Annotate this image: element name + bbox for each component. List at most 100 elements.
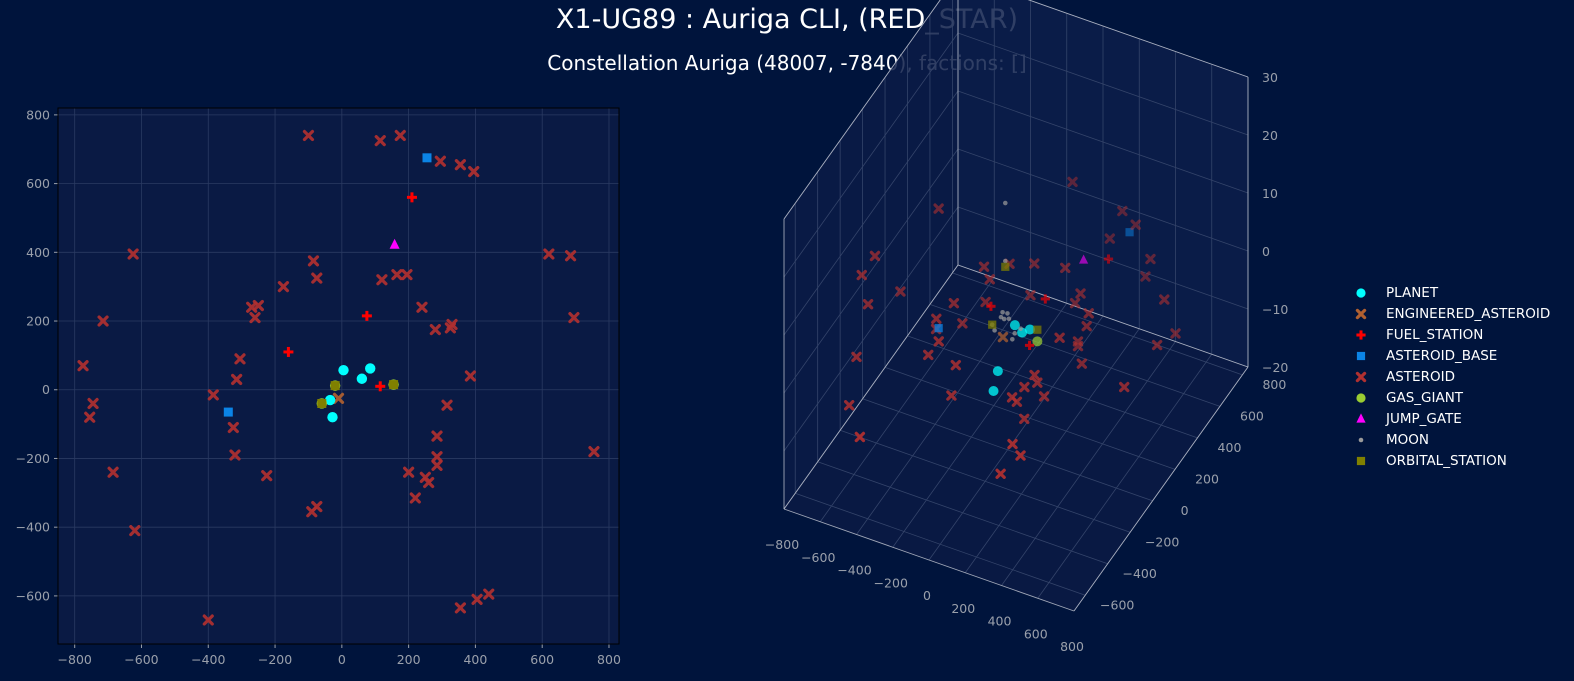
side-pane (784, 0, 958, 509)
point-3d-asteroid-base (1125, 228, 1134, 237)
point-asteroid (468, 165, 480, 178)
point-planet (356, 373, 368, 384)
point-asteroid (434, 155, 446, 167)
point-3d-jump-gate (1078, 254, 1089, 264)
point-fuel-station (283, 346, 294, 357)
point-3d-asteroid (948, 298, 960, 309)
box-edge (783, 0, 941, 220)
z-tick-label: 10 (1262, 186, 1278, 201)
point-asteroid (277, 281, 290, 293)
point-asteroid (311, 272, 323, 284)
point-3d-asteroid (984, 274, 995, 285)
point-asteroid (568, 311, 580, 324)
legend-item-gas-giant: GAS_GIANT (1352, 387, 1550, 408)
legend-label: ORBITAL_STATION (1386, 452, 1507, 469)
legend-label: MOON (1386, 431, 1429, 448)
point-asteroid (261, 470, 273, 482)
y-tick-label: 600 (26, 176, 50, 191)
legend-label: ASTEROID (1386, 368, 1455, 385)
legend: PLANET ENGINEERED_ASTEROID FUEL_STATION AST… (1352, 282, 1550, 471)
point-3d-asteroid (1075, 288, 1086, 299)
point-asteroid (374, 135, 386, 147)
point-asteroid (302, 129, 315, 142)
y-tick-label: 800 (1262, 377, 1286, 392)
legend-marker-icon (1356, 329, 1366, 340)
point-jump-gate (389, 238, 400, 249)
box-edge (957, 264, 1249, 368)
point-asteroid (227, 421, 239, 434)
point-asteroid (127, 248, 139, 260)
legend-item-asteroid-base: ASTEROID_BASE (1352, 345, 1550, 366)
grid-line-y (795, 492, 1086, 596)
point-3d-moon (1003, 258, 1008, 264)
point-fuel-station (406, 192, 417, 203)
legend-marker (1355, 308, 1367, 319)
grid-line-y (952, 272, 1243, 376)
point-asteroid (431, 459, 443, 471)
grid-line-y (929, 303, 1221, 407)
point-asteroid (87, 397, 99, 410)
point-3d-moon (1006, 316, 1012, 322)
point-3d-asteroid (1104, 233, 1116, 244)
point-3d-moon (992, 328, 997, 333)
z-tick-label: −10 (1262, 302, 1288, 317)
point-3d-asteroid (946, 390, 957, 401)
point-asteroid (234, 353, 246, 365)
point-asteroid (543, 248, 555, 260)
grid-line-z (783, 90, 959, 336)
point-asteroid (391, 269, 403, 281)
legend-marker (1356, 287, 1366, 298)
legend-marker (1355, 371, 1367, 382)
point-3d-asteroid (1076, 358, 1088, 369)
legend-label: PLANET (1386, 284, 1439, 301)
grid-line-z (957, 206, 1249, 310)
point-3d-asteroid (1159, 294, 1170, 305)
legend-item-asteroid: ASTEROID (1352, 366, 1550, 387)
point-3d-asteroid (980, 296, 991, 308)
point-3d-asteroid (1083, 308, 1094, 319)
point-3d-asteroid (1007, 438, 1018, 450)
point-3d-asteroid (1130, 219, 1141, 230)
point-3d-asteroid (856, 269, 867, 281)
point-3d-moon (1003, 200, 1008, 206)
legend-marker-icon (1356, 287, 1366, 298)
legend-label: ASTEROID_BASE (1386, 347, 1498, 364)
point-3d-asteroid (995, 468, 1006, 479)
point-3d-asteroid (1038, 391, 1050, 402)
legend-marker (1356, 456, 1366, 465)
point-3d-asteroid (1119, 381, 1130, 393)
point-3d-asteroid (895, 286, 906, 297)
legend-marker-icon (1358, 437, 1364, 442)
x-tick-label: 600 (1024, 626, 1048, 641)
point-asteroid (376, 274, 388, 286)
legend-marker (1358, 437, 1364, 442)
point-asteroid (564, 250, 577, 262)
legend-marker (1356, 351, 1366, 360)
point-3d-asteroid (1072, 336, 1084, 347)
point-asteroid-base (223, 407, 233, 417)
point-asteroid (483, 588, 495, 600)
point-3d-asteroid (1060, 262, 1071, 274)
point-3d-orbital-station (1033, 325, 1042, 334)
point-3d-asteroid (1029, 369, 1040, 381)
point-asteroid (401, 269, 413, 281)
grid-line-y (884, 366, 1176, 470)
point-3d-engineered-asteroid (997, 331, 1009, 343)
point-asteroid (202, 614, 214, 626)
legend-marker-icon (1356, 392, 1366, 403)
point-3d-fuel-station (1024, 340, 1035, 350)
legend-item-planet: PLANET (1352, 282, 1550, 303)
x-tick-label: −600 (801, 550, 835, 565)
grid-line-z (957, 148, 1249, 252)
legend-item-jump-gate: JUMP_GATE (1352, 408, 1550, 429)
point-planet (365, 363, 376, 374)
y-tick-label: 200 (1195, 471, 1219, 486)
point-asteroid (429, 324, 441, 336)
point-3d-gas-giant (1032, 336, 1043, 347)
x-tick-label: −800 (765, 537, 799, 552)
point-3d-asteroid (843, 400, 855, 411)
x-tick-label: 600 (530, 652, 554, 667)
point-planet (327, 412, 338, 423)
point-3d-asteroid (1054, 332, 1065, 343)
